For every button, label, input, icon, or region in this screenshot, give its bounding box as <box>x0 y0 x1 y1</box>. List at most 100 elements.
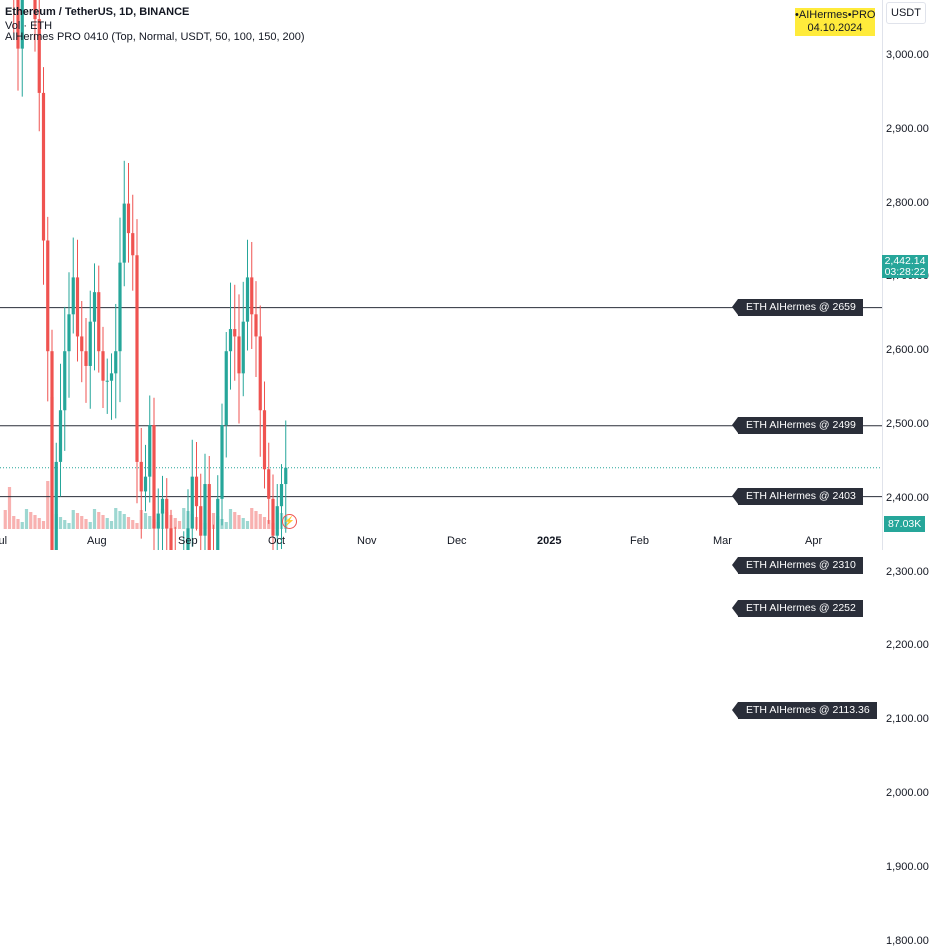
candle-body <box>92 292 97 322</box>
candle-body <box>267 469 271 499</box>
badge-date: 04.10.2024 <box>807 22 863 34</box>
candle-body <box>131 233 135 256</box>
candle-body <box>63 351 67 411</box>
candle-body <box>109 373 114 381</box>
time-tick-label: Jul <box>0 535 8 547</box>
price-tick-label: 1,800.00 <box>886 934 929 947</box>
candle-body <box>41 92 46 241</box>
volume-bar <box>126 517 131 529</box>
volume-bar <box>16 519 20 529</box>
volume-bar <box>173 518 177 529</box>
candle-body <box>75 277 80 337</box>
level-label: ETH AIHermes @ 2659 <box>732 299 863 317</box>
time-tick-label: Apr <box>805 535 823 547</box>
candle-body <box>284 467 288 485</box>
candle-body <box>203 484 207 536</box>
volume-bar <box>88 522 92 529</box>
time-tick-label: Dec <box>447 535 467 547</box>
volume-bar <box>148 516 152 529</box>
time-tick-label: 2025 <box>537 535 562 547</box>
candle-body <box>71 277 75 315</box>
candle-body <box>46 240 50 352</box>
indicator-legend: AIHermes PRO 0410 (Top, Normal, USDT, 50… <box>5 31 305 43</box>
volume-bar <box>135 523 139 529</box>
level-label: ETH AIHermes @ 2113.36 <box>732 701 877 719</box>
price-tick-label: 2,900.00 <box>886 122 929 135</box>
candle-body <box>126 203 131 234</box>
price-tick-label: 2,800.00 <box>886 196 929 209</box>
candle-body <box>16 0 20 49</box>
candle-body <box>194 476 199 507</box>
candle-body <box>165 498 169 529</box>
level-label: ETH AIHermes @ 2499 <box>732 417 863 435</box>
volume-bar <box>84 519 88 529</box>
level-label: ETH AIHermes @ 2403 <box>732 488 863 506</box>
volume-bar <box>3 510 7 529</box>
bar-countdown: 03:28:22 <box>884 266 926 278</box>
candle-body <box>245 277 250 322</box>
volume-bar <box>118 511 122 529</box>
time-tick-label: Nov <box>357 535 377 547</box>
candle-body <box>101 351 105 381</box>
candle-body <box>156 513 160 529</box>
volume-bar <box>143 513 148 529</box>
time-tick-label: Feb <box>630 535 649 547</box>
level-label: ETH AIHermes @ 2310 <box>732 556 863 574</box>
currency-button[interactable]: USDT <box>886 2 926 24</box>
candle-body <box>271 498 275 536</box>
volume-bar <box>245 521 250 529</box>
candle-body <box>190 476 194 529</box>
price-tick-label: 2,300.00 <box>886 565 929 578</box>
price-tick-label: 2,100.00 <box>886 713 929 726</box>
candle-body <box>97 292 101 352</box>
volume-bar <box>24 509 29 529</box>
candle-body <box>207 484 211 550</box>
volume-bar <box>258 514 262 529</box>
volume-bar <box>41 521 46 529</box>
volume-bar <box>267 520 271 529</box>
candle-body <box>186 528 190 550</box>
price-tick-label: 2,000.00 <box>886 787 929 799</box>
time-tick-label: Oct <box>268 535 286 547</box>
candle-body <box>199 506 203 536</box>
volume-bar <box>228 509 233 529</box>
volume-bar <box>37 518 41 529</box>
candle-body <box>105 380 109 382</box>
candle-body <box>37 19 41 93</box>
volume-bar <box>237 515 241 529</box>
volume-bar <box>109 521 114 529</box>
symbol-title: Ethereum / TetherUS, 1D, BINANCE <box>5 6 190 18</box>
candle-body <box>84 351 88 366</box>
candle-body <box>67 314 71 352</box>
candle-body <box>237 336 241 374</box>
badge-title: •AIHermes•PRO <box>795 9 876 21</box>
candle-body <box>50 351 54 550</box>
volume-bar <box>105 518 109 529</box>
volume-bar <box>33 515 37 529</box>
candle-body <box>216 498 220 550</box>
candle-body <box>135 255 139 462</box>
price-tick-label: 2,200.00 <box>886 639 929 652</box>
volume-bar <box>233 512 237 529</box>
candle-body <box>241 321 245 374</box>
lightning-icon[interactable]: ⚡ <box>282 514 297 529</box>
volume-bar <box>131 520 135 529</box>
volume-bar <box>63 520 67 529</box>
time-tick-label: Sep <box>178 535 198 547</box>
candle-body <box>254 314 258 337</box>
candle-body <box>143 476 148 492</box>
volume-bar <box>211 513 216 529</box>
candle-body <box>262 410 267 470</box>
volume-bar <box>71 510 75 529</box>
candle-body <box>80 336 84 352</box>
price-chart[interactable] <box>0 0 932 550</box>
candle-body <box>58 410 63 462</box>
candle-body <box>224 351 228 425</box>
indicator-badge: •AIHermes•PRO 04.10.2024 <box>795 8 875 36</box>
candle-body <box>33 0 37 20</box>
volume-bar <box>12 516 16 529</box>
volume-bar <box>262 517 267 529</box>
candle-body <box>275 506 279 536</box>
candle-body <box>20 0 24 49</box>
volume-value-tag: 87.03K <box>884 516 926 532</box>
